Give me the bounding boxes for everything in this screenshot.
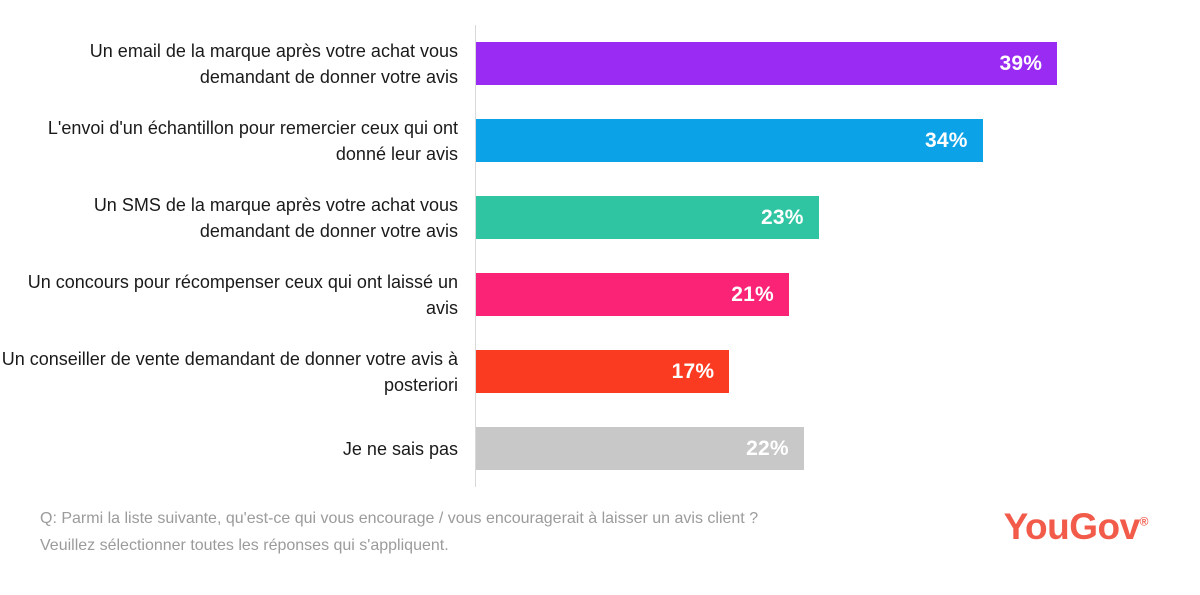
survey-question-text: Q: Parmi la liste suivante, qu'est-ce qu… <box>40 505 758 559</box>
bar-chart-plot-area: Un email de la marque après votre achat … <box>0 25 1200 487</box>
bar-value-label: 17% <box>671 359 715 383</box>
chart-row: Un concours pour récompenser ceux qui on… <box>0 256 1200 333</box>
bar-value-label: 21% <box>731 282 774 306</box>
yougov-logo: YouGov® <box>1003 506 1149 547</box>
footer: Q: Parmi la liste suivante, qu'est-ce qu… <box>40 505 1149 559</box>
bar-value-label: 23% <box>761 205 804 229</box>
bar-value-label: 22% <box>746 436 789 460</box>
chart-row: Je ne sais pas 22% <box>0 410 1200 487</box>
category-label: Un conseiller de vente demandant de donn… <box>1 348 458 395</box>
category-label: Je ne sais pas <box>342 438 458 459</box>
survey-question-line2: Veuillez sélectionner toutes les réponse… <box>40 537 449 554</box>
bar-value-label: 39% <box>999 51 1043 75</box>
bar-track: 39% <box>475 25 1200 102</box>
category-label: Un email de la marque après votre achat … <box>89 40 458 87</box>
bar-track: 22% <box>475 410 1200 487</box>
registered-trademark-symbol: ® <box>1139 514 1149 529</box>
bar: 21% <box>476 273 789 316</box>
bar-value-label: 34% <box>924 128 968 152</box>
chart-row: Un SMS de la marque après votre achat vo… <box>0 179 1200 256</box>
survey-question-line1: Q: Parmi la liste suivante, qu'est-ce qu… <box>40 510 759 527</box>
bar-track: 23% <box>475 179 1200 256</box>
category-label: Un concours pour récompenser ceux qui on… <box>27 271 458 318</box>
bar-track: 34% <box>475 102 1200 179</box>
bar-track: 17% <box>475 333 1200 410</box>
bar: 34% <box>476 119 983 162</box>
chart-row: Un email de la marque après votre achat … <box>0 25 1200 102</box>
category-label: L'envoi d'un échantillon pour remercier … <box>47 117 458 164</box>
bar: 22% <box>476 427 804 470</box>
bar: 17% <box>476 350 730 393</box>
bar: 39% <box>476 42 1058 85</box>
bar: 23% <box>476 196 819 239</box>
chart-row: L'envoi d'un échantillon pour remercier … <box>0 102 1200 179</box>
chart-row: Un conseiller de vente demandant de donn… <box>0 333 1200 410</box>
yougov-logo-text: YouGov <box>1003 506 1141 547</box>
bar-track: 21% <box>475 256 1200 333</box>
category-label: Un SMS de la marque après votre achat vo… <box>93 194 458 241</box>
